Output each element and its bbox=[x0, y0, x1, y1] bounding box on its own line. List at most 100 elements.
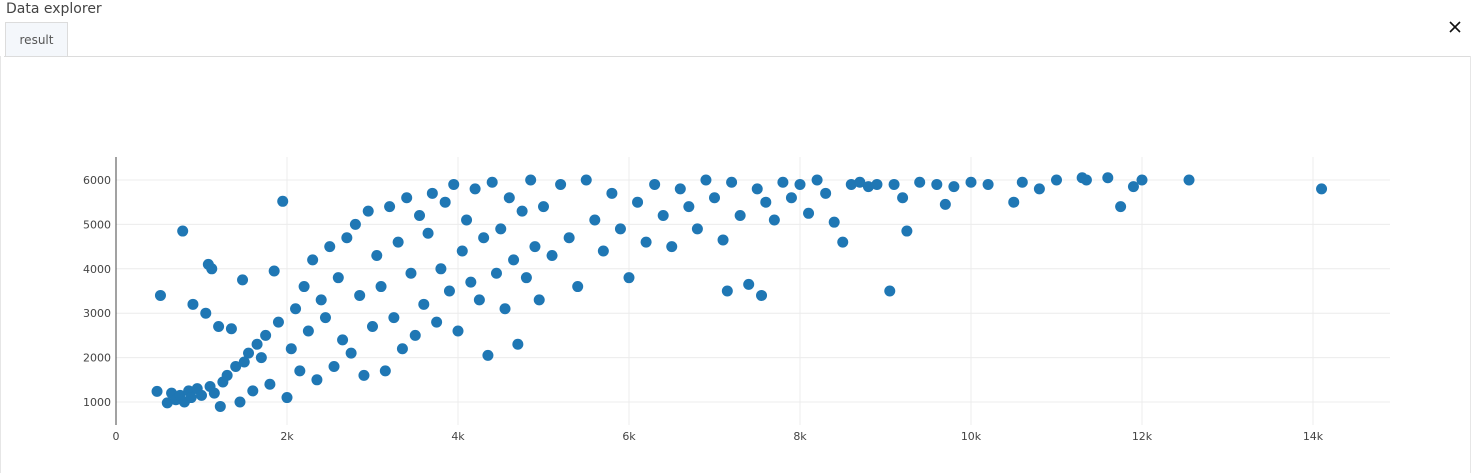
scatter-point[interactable] bbox=[508, 254, 520, 266]
scatter-point[interactable] bbox=[214, 400, 226, 412]
scatter-point[interactable] bbox=[379, 365, 391, 377]
scatter-point[interactable] bbox=[247, 385, 259, 397]
scatter-point[interactable] bbox=[871, 178, 883, 190]
scatter-point[interactable] bbox=[260, 329, 272, 341]
scatter-point[interactable] bbox=[187, 298, 199, 310]
scatter-point[interactable] bbox=[589, 214, 601, 226]
scatter-point[interactable] bbox=[281, 392, 293, 404]
scatter-point[interactable] bbox=[431, 316, 443, 328]
scatter-point[interactable] bbox=[319, 312, 331, 324]
scatter-point[interactable] bbox=[734, 210, 746, 222]
scatter-point[interactable] bbox=[206, 263, 218, 275]
scatter-point[interactable] bbox=[845, 178, 857, 190]
scatter-point[interactable] bbox=[948, 181, 960, 193]
scatter-point[interactable] bbox=[794, 178, 806, 190]
scatter-point[interactable] bbox=[606, 187, 618, 199]
scatter-point[interactable] bbox=[939, 198, 951, 210]
scatter-point[interactable] bbox=[208, 387, 220, 399]
scatter-point[interactable] bbox=[396, 343, 408, 355]
scatter-point[interactable] bbox=[516, 205, 528, 217]
scatter-point[interactable] bbox=[490, 267, 502, 279]
scatter-point[interactable] bbox=[614, 223, 626, 235]
scatter-point[interactable] bbox=[854, 176, 866, 188]
scatter-point[interactable] bbox=[221, 369, 233, 381]
scatter-point[interactable] bbox=[461, 214, 473, 226]
scatter-point[interactable] bbox=[555, 178, 567, 190]
scatter-point[interactable] bbox=[371, 249, 383, 261]
scatter-point[interactable] bbox=[200, 307, 212, 319]
scatter-point[interactable] bbox=[1136, 174, 1148, 186]
scatter-point[interactable] bbox=[785, 192, 797, 204]
scatter-point[interactable] bbox=[251, 338, 263, 350]
scatter-point[interactable] bbox=[237, 274, 249, 286]
scatter-point[interactable] bbox=[803, 207, 815, 219]
scatter-point[interactable] bbox=[354, 289, 366, 301]
scatter-point[interactable] bbox=[666, 241, 678, 253]
scatter-point[interactable] bbox=[486, 176, 498, 188]
scatter-point[interactable] bbox=[572, 281, 584, 293]
scatter-point[interactable] bbox=[1102, 172, 1114, 184]
scatter-point[interactable] bbox=[268, 265, 280, 277]
scatter-point[interactable] bbox=[478, 232, 490, 244]
scatter-point[interactable] bbox=[384, 201, 396, 213]
scatter-point[interactable] bbox=[1127, 181, 1139, 193]
scatter-point[interactable] bbox=[820, 187, 832, 199]
scatter-point[interactable] bbox=[1008, 196, 1020, 208]
scatter-point[interactable] bbox=[332, 272, 344, 284]
scatter-point[interactable] bbox=[277, 195, 289, 207]
scatter-point[interactable] bbox=[452, 325, 464, 337]
scatter-point[interactable] bbox=[345, 347, 357, 359]
scatter-point[interactable] bbox=[482, 349, 494, 361]
scatter-point[interactable] bbox=[901, 225, 913, 237]
scatter-point[interactable] bbox=[161, 397, 173, 409]
scatter-point[interactable] bbox=[439, 196, 451, 208]
scatter-point[interactable] bbox=[243, 347, 255, 359]
scatter-point[interactable] bbox=[409, 329, 421, 341]
scatter-point[interactable] bbox=[196, 389, 207, 401]
scatter-point[interactable] bbox=[405, 267, 417, 279]
scatter-point[interactable] bbox=[837, 236, 849, 248]
scatter-point[interactable] bbox=[674, 183, 686, 195]
scatter-point[interactable] bbox=[362, 205, 374, 217]
scatter-point[interactable] bbox=[683, 201, 695, 213]
scatter-point[interactable] bbox=[931, 178, 943, 190]
scatter-point[interactable] bbox=[700, 174, 712, 186]
scatter-point[interactable] bbox=[469, 183, 481, 195]
scatter-point[interactable] bbox=[328, 360, 340, 372]
scatter-point[interactable] bbox=[751, 183, 763, 195]
scatter-point[interactable] bbox=[897, 192, 909, 204]
scatter-point[interactable] bbox=[285, 343, 297, 355]
scatter-point[interactable] bbox=[888, 178, 900, 190]
scatter-point[interactable] bbox=[597, 245, 609, 257]
scatter-point[interactable] bbox=[533, 294, 545, 306]
scatter-point[interactable] bbox=[238, 356, 250, 368]
scatter-point[interactable] bbox=[151, 385, 163, 397]
scatter-point[interactable] bbox=[465, 276, 477, 288]
scatter-point[interactable] bbox=[495, 223, 507, 235]
scatter-point[interactable] bbox=[272, 316, 284, 328]
scatter-point[interactable] bbox=[768, 214, 780, 226]
scatter-point[interactable] bbox=[255, 352, 267, 364]
scatter-point[interactable] bbox=[721, 285, 733, 297]
scatter-point[interactable] bbox=[580, 174, 592, 186]
scatter-point[interactable] bbox=[443, 285, 455, 297]
scatter-point[interactable] bbox=[298, 281, 310, 293]
scatter-point[interactable] bbox=[756, 289, 768, 301]
scatter-point[interactable] bbox=[1080, 174, 1092, 186]
scatter-point[interactable] bbox=[982, 178, 994, 190]
scatter-point[interactable] bbox=[1115, 201, 1127, 213]
scatter-point[interactable] bbox=[525, 174, 537, 186]
scatter-point[interactable] bbox=[448, 178, 460, 190]
scatter-point[interactable] bbox=[760, 196, 772, 208]
scatter-point[interactable] bbox=[388, 312, 400, 324]
scatter-point[interactable] bbox=[914, 176, 926, 188]
scatter-point[interactable] bbox=[1016, 176, 1028, 188]
scatter-point[interactable] bbox=[965, 176, 977, 188]
scatter-point[interactable] bbox=[294, 365, 306, 377]
scatter-point[interactable] bbox=[473, 294, 485, 306]
scatter-point[interactable] bbox=[632, 196, 644, 208]
scatter-point[interactable] bbox=[884, 285, 896, 297]
scatter-point[interactable] bbox=[307, 254, 319, 266]
scatter-point[interactable] bbox=[649, 178, 661, 190]
